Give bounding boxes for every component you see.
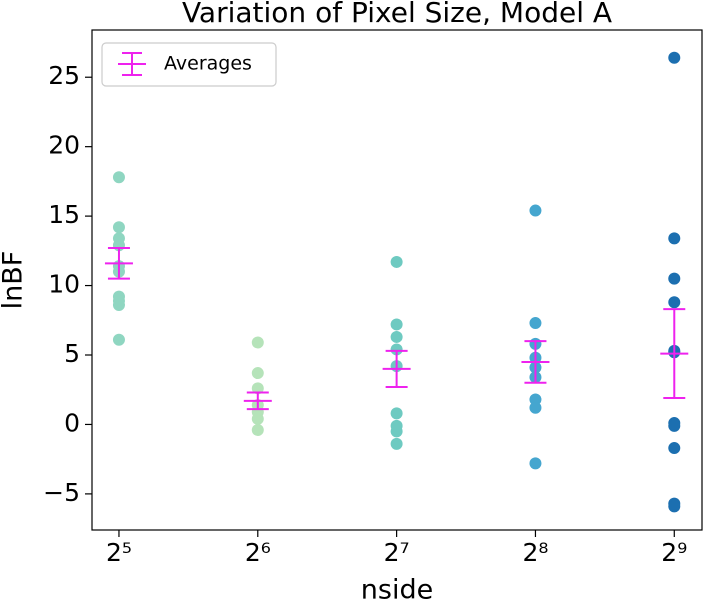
x-tick-label: 2⁶: [245, 538, 271, 567]
y-tick-label: 15: [48, 200, 80, 229]
error-bar: [521, 340, 550, 384]
error-bar: [104, 247, 133, 280]
point: [251, 367, 264, 380]
legend-label: Averages: [164, 53, 252, 75]
point: [390, 343, 403, 356]
point: [251, 424, 264, 436]
x-axis-label: nside: [361, 575, 433, 606]
point: [112, 333, 125, 346]
y-tick-label: 20: [48, 131, 80, 160]
point: [251, 412, 264, 425]
y-tick-label: −5: [43, 478, 80, 507]
point: [251, 336, 264, 349]
point: [529, 204, 542, 217]
y-axis-label: lnBF: [0, 251, 29, 310]
point: [668, 442, 681, 455]
y-tick-label: 5: [64, 339, 80, 368]
x-tick-label: 2⁸: [522, 538, 548, 567]
x-tick-label: 2⁵: [106, 538, 132, 567]
point: [529, 457, 542, 470]
legend-box: [101, 42, 277, 87]
point: [390, 330, 403, 343]
point: [390, 407, 403, 420]
error-bar: [660, 308, 689, 400]
y-tick-label: 10: [48, 270, 80, 299]
point: [251, 382, 264, 395]
y-tick-label: 25: [48, 61, 80, 90]
point: [390, 437, 403, 450]
point: [390, 318, 403, 331]
point: [390, 425, 403, 438]
point: [668, 296, 681, 309]
point: [668, 419, 681, 432]
x-tick-label: 2⁹: [661, 538, 687, 567]
point: [668, 232, 681, 245]
point: [529, 401, 542, 414]
plot-frame: [91, 29, 703, 531]
chart-title: Variation of Pixel Size, Model A: [182, 0, 612, 29]
point: [112, 171, 125, 184]
point: [668, 51, 681, 64]
point: [529, 393, 542, 406]
point: [668, 272, 681, 285]
point: [112, 221, 125, 234]
point: [112, 299, 125, 311]
point: [390, 255, 403, 268]
error-bar: [243, 391, 272, 411]
error-bar: [382, 349, 411, 388]
y-tick-label: 0: [64, 408, 80, 437]
x-tick-label: 2⁷: [384, 538, 410, 567]
point: [529, 317, 542, 330]
point: [668, 500, 681, 513]
